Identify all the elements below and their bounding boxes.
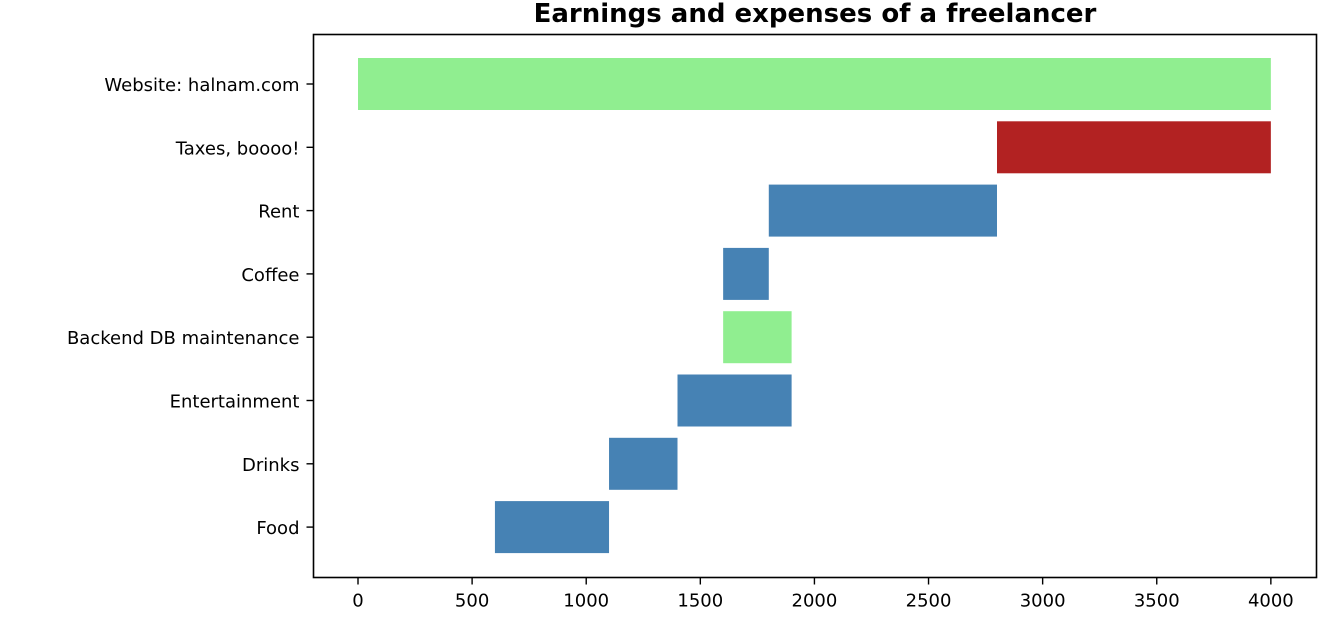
x-tick-label-4: 2000	[792, 591, 838, 612]
bar-2	[768, 184, 998, 237]
bar-1	[997, 121, 1271, 174]
x-tick-label-8: 4000	[1248, 591, 1294, 612]
y-axis: Website: halnam.com Taxes, boooo! Rent Coff…	[67, 75, 314, 539]
bar-5	[677, 374, 792, 427]
x-tick-label-7: 3500	[1134, 591, 1180, 612]
bar-6	[609, 437, 678, 490]
y-tick-label-1: Taxes, boooo!	[175, 138, 300, 159]
y-tick-label-0: Website: halnam.com	[104, 75, 299, 96]
y-tick-label-7: Food	[256, 518, 299, 539]
y-tick-label-5: Entertainment	[170, 392, 300, 413]
x-tick-label-2: 1000	[563, 591, 609, 612]
x-tick-label-3: 1500	[677, 591, 723, 612]
y-tick-label-4: Backend DB maintenance	[67, 328, 300, 349]
bar-7	[494, 501, 610, 554]
bar-3	[723, 247, 769, 300]
bars-layer	[358, 58, 1271, 554]
chart-title: Earnings and expenses of a freelancer	[534, 0, 1097, 29]
x-tick-label-0: 0	[352, 591, 363, 612]
y-tick-label-2: Rent	[258, 202, 299, 223]
y-tick-label-3: Coffee	[241, 265, 299, 286]
x-axis: 0 500 1000 1500 2000 2500 3000 3500 4000	[352, 577, 1294, 612]
plot-frame	[312, 33, 1318, 579]
x-tick-label-5: 2500	[906, 591, 952, 612]
bar-0	[358, 58, 1271, 110]
x-tick-label-6: 3000	[1020, 591, 1066, 612]
x-tick-label-1: 500	[455, 591, 489, 612]
y-tick-label-6: Drinks	[242, 455, 299, 476]
bar-4	[723, 311, 792, 364]
